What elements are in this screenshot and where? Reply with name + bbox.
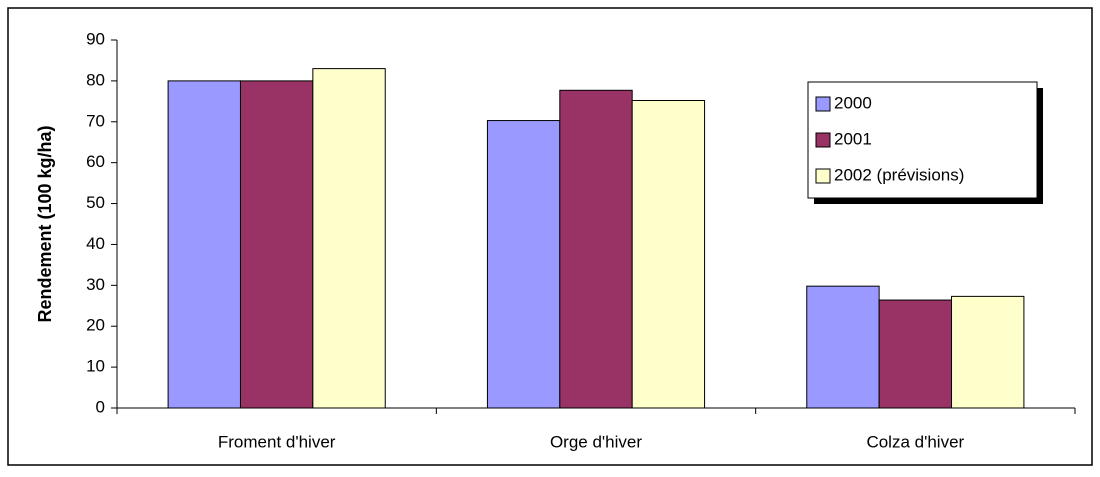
y-tick-label: 70	[86, 111, 105, 130]
bar	[239, 80, 314, 409]
legend-swatch	[815, 96, 831, 112]
y-tick-label: 0	[96, 397, 105, 416]
bar	[806, 285, 880, 409]
y-tick-label: 60	[86, 152, 105, 171]
y-tick-label: 30	[86, 275, 105, 294]
y-axis-label: Rendement (100 kg/ha)	[35, 125, 55, 322]
bar	[951, 295, 1025, 409]
bar	[167, 80, 241, 409]
x-tick-label: Froment d'hiver	[218, 432, 336, 451]
legend-label: 2002 (prévisions)	[834, 165, 964, 184]
y-tick-label: 90	[86, 29, 105, 48]
bar	[486, 120, 561, 409]
x-tick-label: Colza d'hiver	[866, 432, 964, 451]
bar	[312, 68, 386, 409]
y-tick-label: 40	[86, 234, 105, 253]
bar	[878, 299, 953, 409]
legend-label: 2000	[834, 93, 872, 112]
y-tick-label: 10	[86, 357, 105, 376]
x-tick-label: Orge d'hiver	[550, 432, 642, 451]
legend-label: 2001	[834, 129, 872, 148]
legend	[807, 81, 1038, 199]
bar	[559, 89, 633, 409]
y-tick-label: 80	[86, 70, 105, 89]
legend-swatch	[815, 168, 831, 184]
y-tick-label: 20	[86, 316, 105, 335]
y-tick-label: 50	[86, 193, 105, 212]
bar	[631, 100, 706, 409]
legend-swatch	[815, 132, 831, 148]
